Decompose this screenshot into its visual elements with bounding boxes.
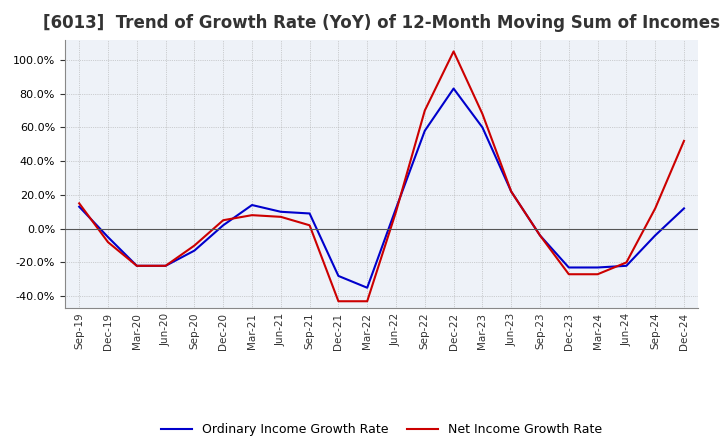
Net Income Growth Rate	[248, 213, 256, 218]
Ordinary Income Growth Rate	[161, 263, 170, 268]
Line: Ordinary Income Growth Rate: Ordinary Income Growth Rate	[79, 88, 684, 288]
Ordinary Income Growth Rate	[363, 285, 372, 290]
Net Income Growth Rate	[219, 218, 228, 223]
Ordinary Income Growth Rate	[334, 273, 343, 279]
Ordinary Income Growth Rate	[651, 233, 660, 238]
Net Income Growth Rate	[449, 49, 458, 54]
Net Income Growth Rate	[564, 271, 573, 277]
Net Income Growth Rate	[680, 138, 688, 143]
Net Income Growth Rate	[75, 201, 84, 206]
Net Income Growth Rate	[190, 243, 199, 248]
Net Income Growth Rate	[305, 223, 314, 228]
Net Income Growth Rate	[478, 111, 487, 117]
Net Income Growth Rate	[651, 206, 660, 211]
Ordinary Income Growth Rate	[392, 206, 400, 211]
Ordinary Income Growth Rate	[132, 263, 141, 268]
Ordinary Income Growth Rate	[507, 189, 516, 194]
Net Income Growth Rate	[161, 263, 170, 268]
Ordinary Income Growth Rate	[276, 209, 285, 214]
Net Income Growth Rate	[593, 271, 602, 277]
Legend: Ordinary Income Growth Rate, Net Income Growth Rate: Ordinary Income Growth Rate, Net Income …	[156, 418, 608, 440]
Net Income Growth Rate	[392, 209, 400, 214]
Ordinary Income Growth Rate	[622, 263, 631, 268]
Ordinary Income Growth Rate	[680, 206, 688, 211]
Net Income Growth Rate	[363, 299, 372, 304]
Net Income Growth Rate	[507, 189, 516, 194]
Net Income Growth Rate	[622, 260, 631, 265]
Net Income Growth Rate	[420, 108, 429, 113]
Ordinary Income Growth Rate	[564, 265, 573, 270]
Title: [6013]  Trend of Growth Rate (YoY) of 12-Month Moving Sum of Incomes: [6013] Trend of Growth Rate (YoY) of 12-…	[43, 15, 720, 33]
Net Income Growth Rate	[132, 263, 141, 268]
Net Income Growth Rate	[104, 239, 112, 245]
Ordinary Income Growth Rate	[420, 128, 429, 133]
Ordinary Income Growth Rate	[449, 86, 458, 91]
Line: Net Income Growth Rate: Net Income Growth Rate	[79, 51, 684, 301]
Ordinary Income Growth Rate	[536, 233, 544, 238]
Ordinary Income Growth Rate	[248, 202, 256, 208]
Net Income Growth Rate	[276, 214, 285, 220]
Ordinary Income Growth Rate	[478, 125, 487, 130]
Ordinary Income Growth Rate	[104, 235, 112, 240]
Ordinary Income Growth Rate	[305, 211, 314, 216]
Ordinary Income Growth Rate	[593, 265, 602, 270]
Net Income Growth Rate	[334, 299, 343, 304]
Net Income Growth Rate	[536, 233, 544, 238]
Ordinary Income Growth Rate	[190, 248, 199, 253]
Ordinary Income Growth Rate	[219, 223, 228, 228]
Ordinary Income Growth Rate	[75, 204, 84, 209]
